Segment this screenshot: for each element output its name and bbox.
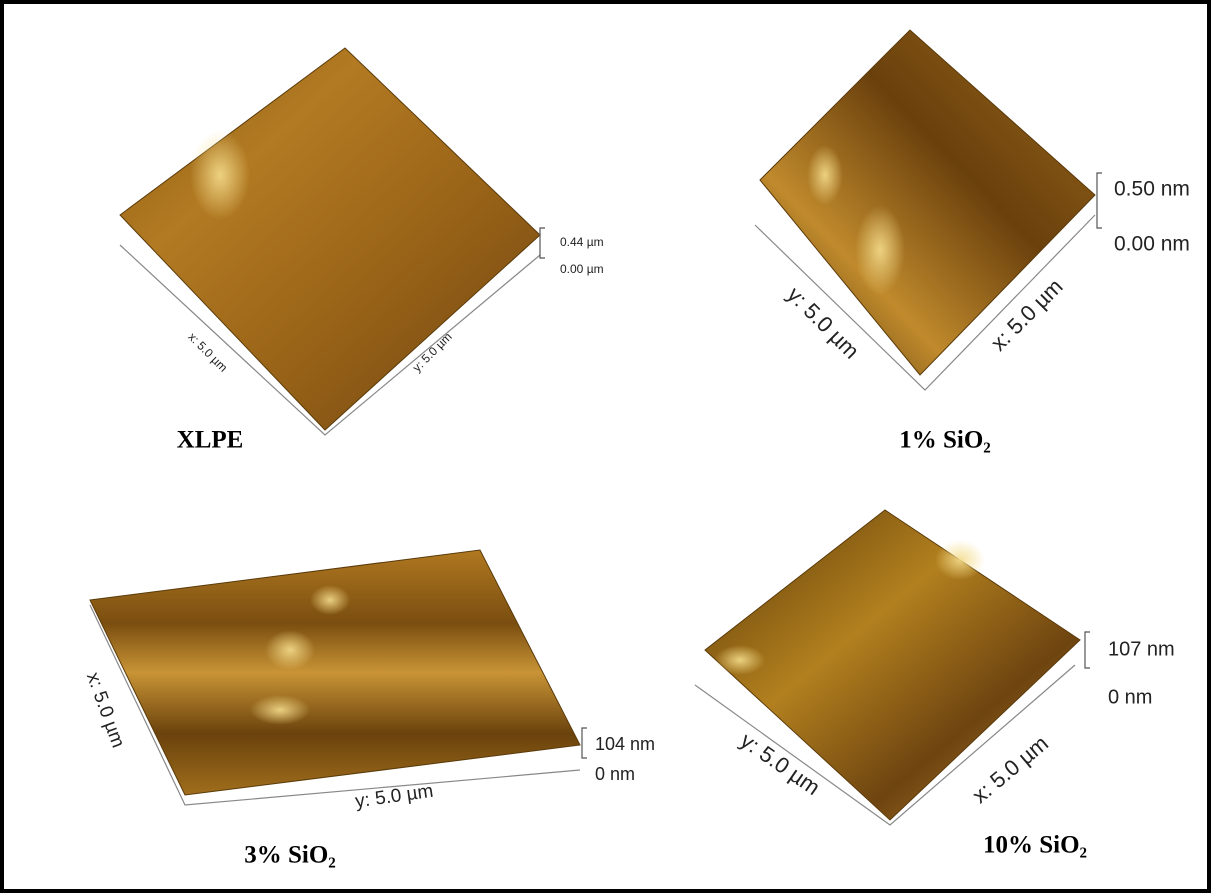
surface-highlight bbox=[855, 205, 905, 295]
z-max-label: 0.44 µm bbox=[560, 235, 604, 249]
surface-highlight bbox=[715, 645, 765, 675]
z-max-label: 0.50 nm bbox=[1114, 178, 1190, 201]
panel-label: XLPE bbox=[177, 427, 244, 454]
z-min-label: 0 nm bbox=[1108, 686, 1152, 708]
surface-highlight bbox=[265, 630, 315, 670]
panel-label: 10% SiO₂ bbox=[983, 832, 1087, 859]
panel-label: 1% SiO₂ bbox=[899, 427, 991, 454]
surface-highlight bbox=[190, 130, 250, 220]
surface-highlight bbox=[310, 585, 350, 615]
z-min-label: 0.00 nm bbox=[1114, 233, 1190, 256]
z-max-label: 107 nm bbox=[1108, 638, 1175, 660]
z-min-label: 0 nm bbox=[595, 764, 635, 784]
z-min-label: 0.00 µm bbox=[560, 262, 604, 276]
panel-label: 3% SiO₂ bbox=[244, 842, 336, 869]
surface-highlight bbox=[807, 145, 843, 205]
surface-highlight bbox=[250, 695, 310, 725]
surface-highlight bbox=[935, 540, 985, 580]
z-max-label: 104 nm bbox=[595, 734, 655, 754]
figure: x: 5.0 µmy: 5.0 µm0.44 µm0.00 µmXLPEx: 5… bbox=[0, 0, 1211, 893]
